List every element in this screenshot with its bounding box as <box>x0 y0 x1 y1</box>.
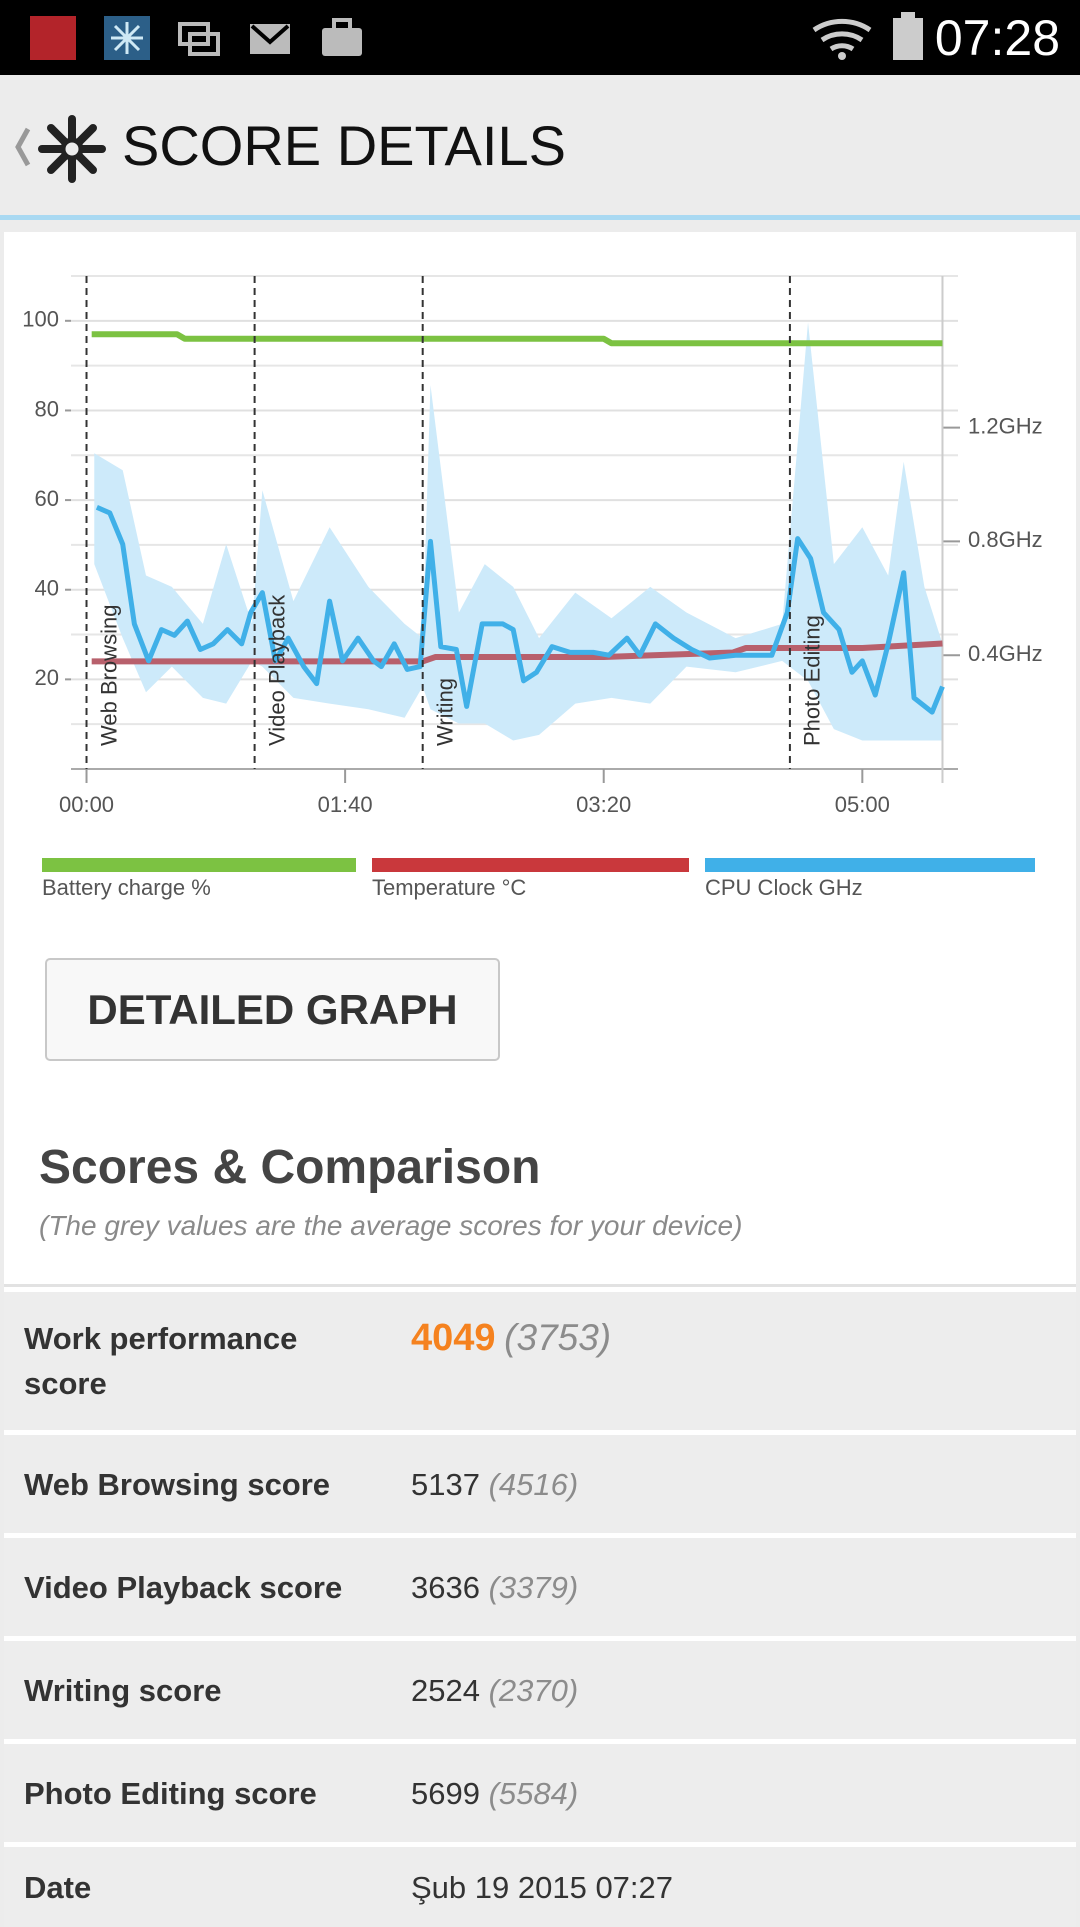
windows-icon <box>178 22 220 56</box>
x-tick-label: 01:40 <box>318 792 373 817</box>
section-label: Web Browsing <box>96 605 121 746</box>
row-value: 2524 (2370) <box>411 1668 578 1713</box>
y-tick-label: 100 <box>22 307 59 332</box>
y2-tick-label: 1.2GHz <box>968 413 1043 438</box>
logo-center <box>60 137 84 161</box>
date-value: Şub 19 2015 07:27 <box>411 1869 674 1905</box>
row-value: 4049 (3753) <box>411 1315 611 1362</box>
score-row: Photo Editing score 5699 (5584) <box>4 1744 1076 1842</box>
battery-tip <box>901 12 915 19</box>
status-bar: 07:28 <box>0 0 1080 75</box>
row-label: Web Browsing score <box>24 1466 331 1502</box>
x-tick-label: 05:00 <box>835 792 890 817</box>
app-icon <box>30 16 76 60</box>
briefcase-icon <box>322 18 362 56</box>
legend-swatch <box>372 858 689 872</box>
status-icons <box>30 16 362 60</box>
mail-icon <box>250 24 290 54</box>
chart-body: 20 40 60 80 100 0.4GHz 0.8GHz 1.2GHz 00:00 01:40 0… <box>22 275 1043 900</box>
score-value: 3636 <box>411 1569 480 1605</box>
system-icons <box>812 12 923 60</box>
series-line <box>91 331 943 347</box>
score-row: Date Şub 19 2015 07:27 <box>4 1847 1076 1927</box>
section-label: Video Playback <box>264 594 289 746</box>
wifi-dot <box>838 52 846 60</box>
legend-swatch <box>42 858 356 872</box>
score-row: Web Browsing score 5137 (4516) <box>4 1435 1076 1533</box>
battery-icon <box>893 18 923 60</box>
clock: 07:28 <box>934 10 1060 66</box>
chart: 20 40 60 80 100 0.4GHz 0.8GHz 1.2GHz 00:00 01:40 0… <box>22 275 1043 900</box>
section-subtitle: (The grey values are the average scores … <box>39 1210 743 1241</box>
legend-label: CPU Clock GHz <box>705 875 863 900</box>
row-label: Date <box>24 1869 92 1905</box>
score-value: 5137 <box>411 1466 480 1502</box>
y-tick-label: 80 <box>35 396 59 421</box>
y-tick-label: 60 <box>35 486 59 511</box>
row-label: Video Playback score <box>24 1569 343 1605</box>
y-tick-label: 20 <box>35 665 59 690</box>
x-tick-label: 03:20 <box>576 792 631 817</box>
average-value: (4516) <box>488 1466 579 1502</box>
average-value: (2370) <box>488 1672 579 1708</box>
x-tick-label: 00:00 <box>59 792 114 817</box>
row-value: 3636 (3379) <box>411 1565 578 1610</box>
row-label: Writing score <box>24 1672 222 1708</box>
score-row: Video Playback score 3636 (3379) <box>4 1538 1076 1636</box>
row-label: Photo Editing score <box>24 1775 317 1811</box>
row-label: Work performance score <box>24 1321 298 1401</box>
detailed-graph-button[interactable]: DETAILED GRAPH <box>45 958 500 1061</box>
row-value: 5137 (4516) <box>411 1462 578 1507</box>
average-value: (5584) <box>488 1775 579 1811</box>
series-line <box>95 504 945 715</box>
y2-tick-label: 0.8GHz <box>968 527 1043 552</box>
average-value: (3753) <box>504 1316 612 1358</box>
snowflake-icon <box>111 22 143 54</box>
app-bar: SCORE DETAILS <box>0 75 1080 216</box>
cpu-range-band <box>94 322 943 741</box>
legend-swatch <box>705 858 1035 872</box>
score-row: Writing score 2524 (2370) <box>4 1641 1076 1739</box>
average-value: (3379) <box>488 1569 579 1605</box>
section-title: Scores & Comparison <box>39 1141 541 1194</box>
legend-label: Temperature °C <box>372 875 526 900</box>
section-label: Photo Editing <box>800 615 825 746</box>
legend-label: Battery charge % <box>42 875 211 900</box>
y2-tick-label: 0.4GHz <box>968 641 1043 666</box>
score-value: 5699 <box>411 1775 480 1811</box>
back-arrow[interactable] <box>15 127 31 167</box>
header-icons[interactable] <box>0 75 120 216</box>
y-tick-label: 40 <box>35 576 59 601</box>
score-value: 2524 <box>411 1672 480 1708</box>
row-value: 5699 (5584) <box>411 1771 578 1816</box>
screen-title: SCORE DETAILS <box>122 114 566 177</box>
section-label: Writing <box>433 678 458 746</box>
wifi-icon <box>812 18 872 52</box>
header-underline <box>0 215 1080 220</box>
row-value: Şub 19 2015 07:27 <box>411 1865 673 1910</box>
divider <box>4 1284 1076 1287</box>
score-value: 4049 <box>411 1316 496 1359</box>
score-row: Work performance score 4049 (3753) <box>4 1292 1076 1430</box>
